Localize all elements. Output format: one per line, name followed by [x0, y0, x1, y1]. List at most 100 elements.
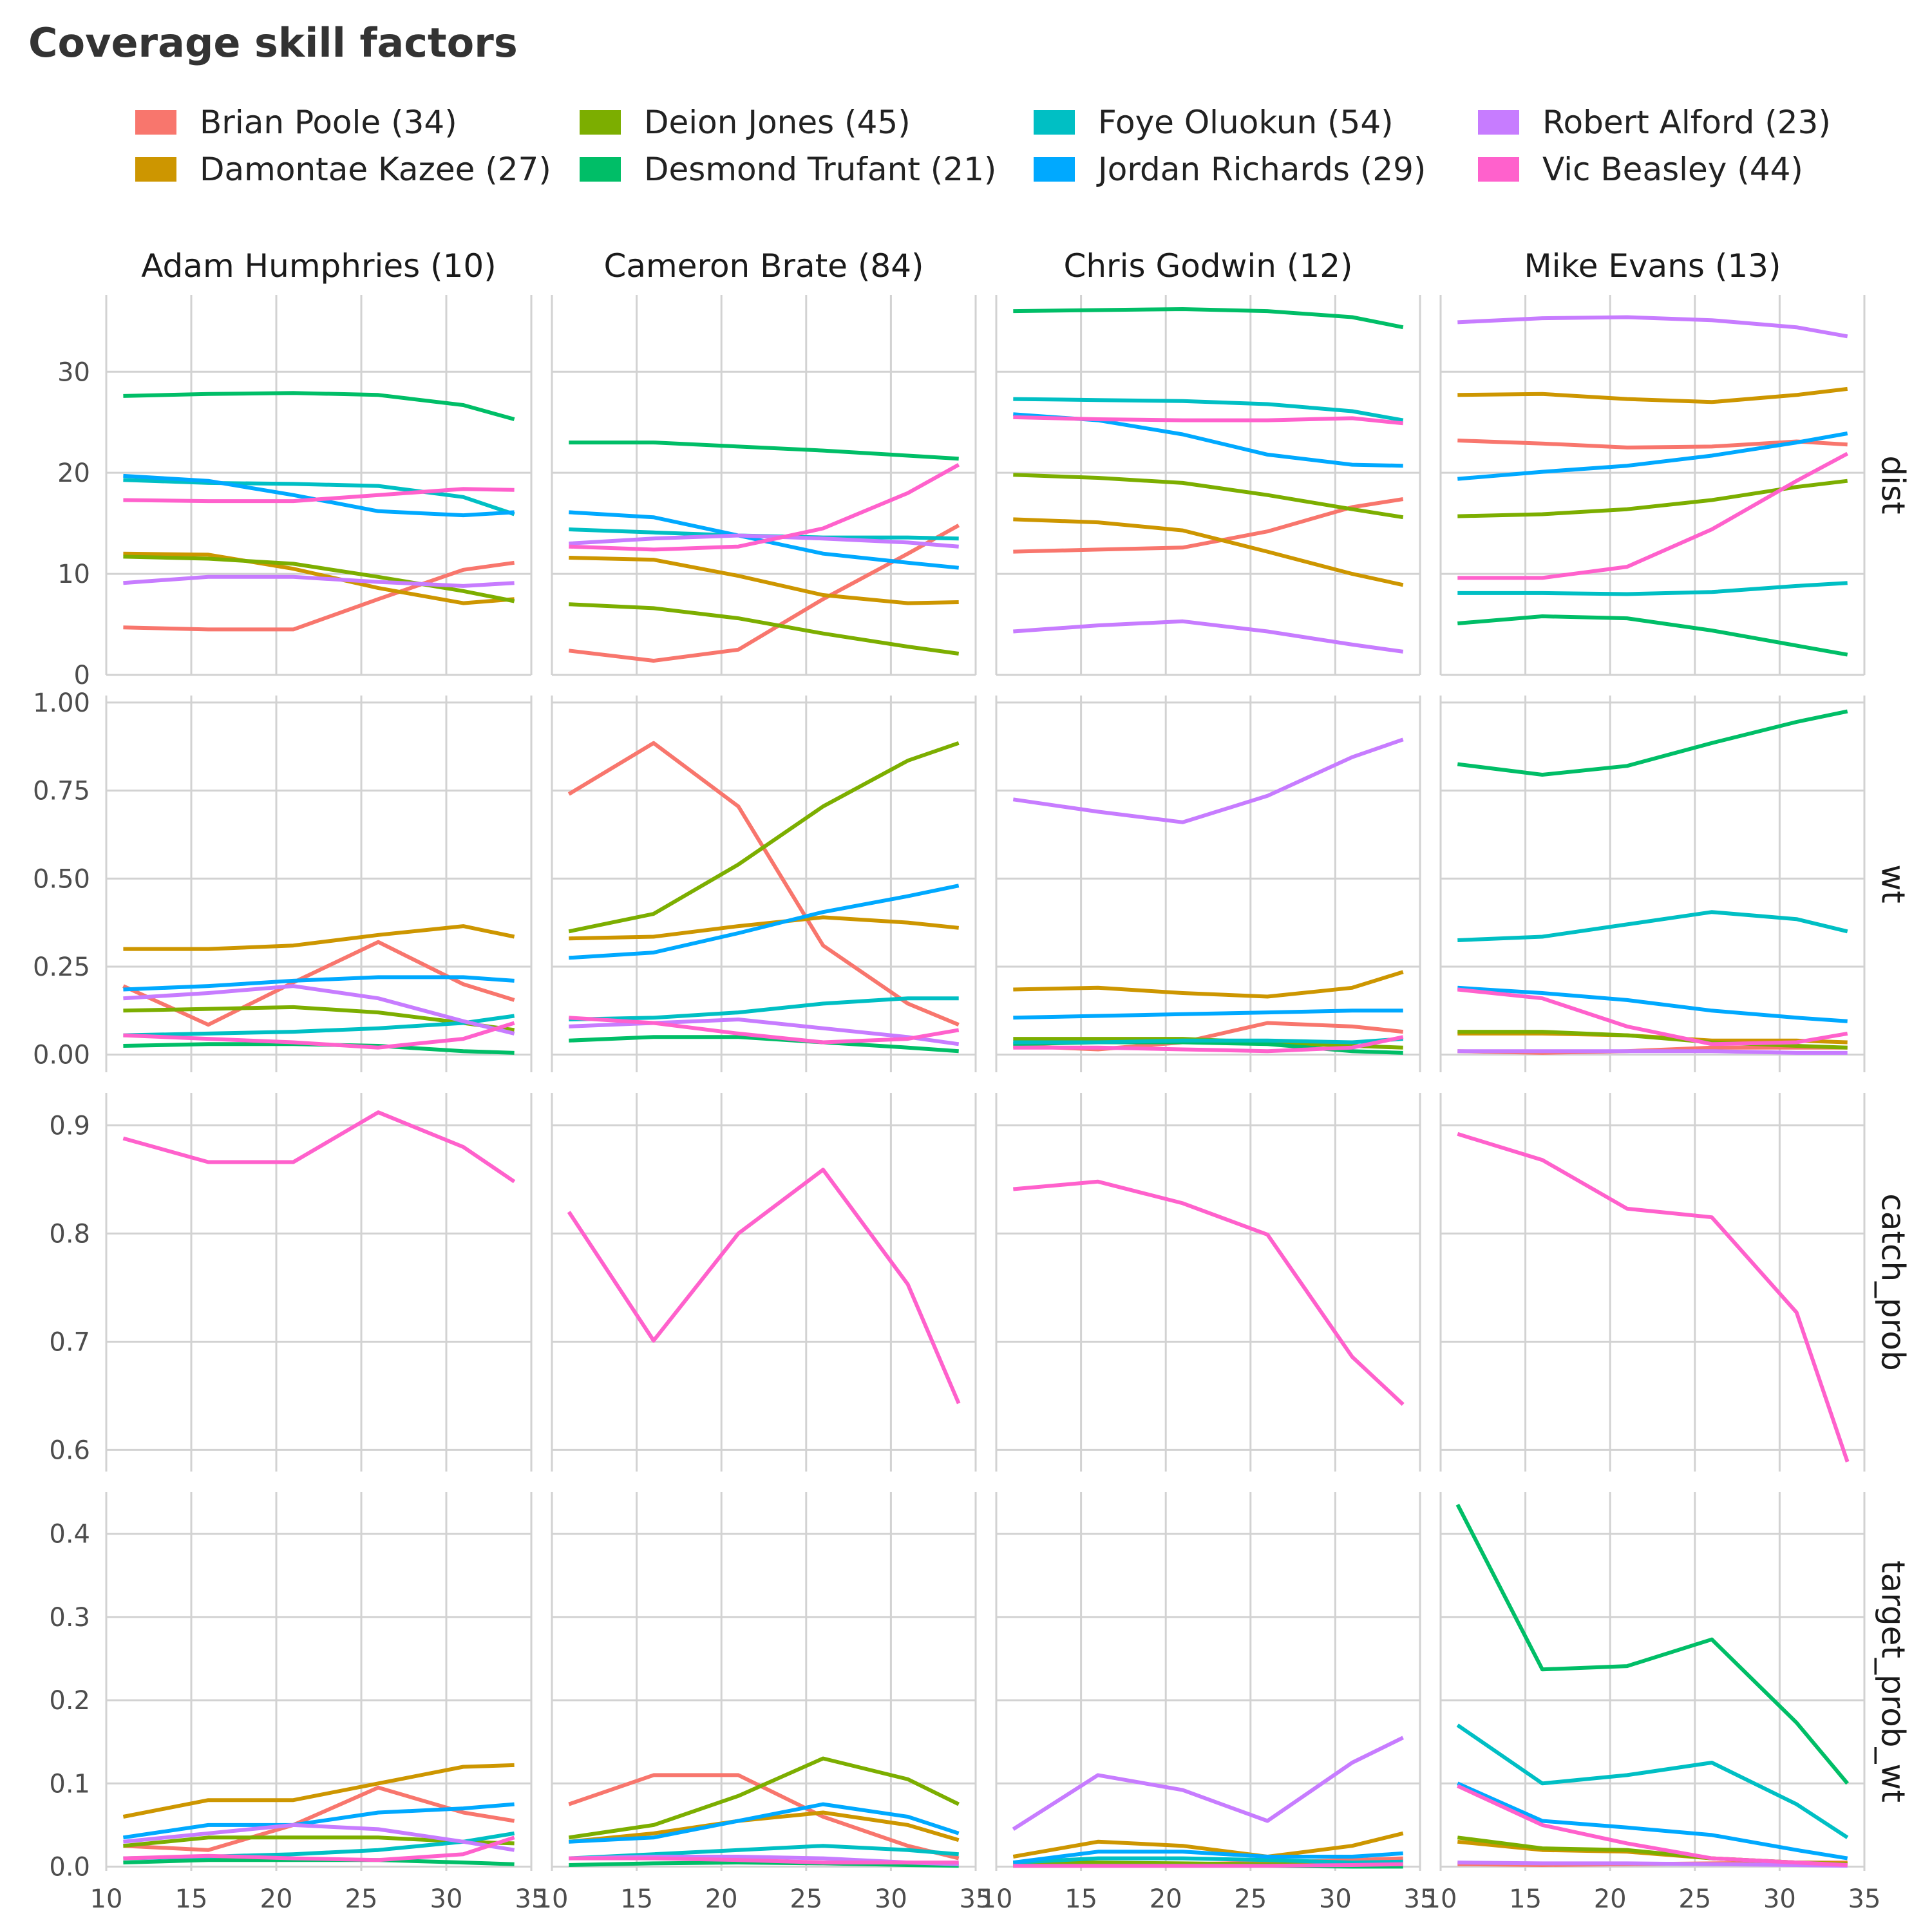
legend-swatch [1478, 110, 1519, 135]
panel-catch-prob-chris-godwin-12 [995, 1093, 1421, 1472]
legend-label: Vic Beasley (44) [1542, 151, 1803, 188]
y-tick-label: 0.1 [49, 1769, 90, 1799]
panel-target-prob-wt-mike-evans-13 [1439, 1492, 1866, 1871]
x-tick-label: 10 [90, 1884, 123, 1914]
series-line-foye-oluokun-54 [569, 996, 959, 1021]
x-tick-label: 35 [960, 1884, 992, 1914]
legend-swatch [580, 110, 621, 135]
series-line-robert-alford-23 [123, 1823, 515, 1852]
legend-label: Desmond Trufant (21) [644, 151, 996, 188]
x-tick-label: 25 [1678, 1884, 1711, 1914]
legend-label: Brian Poole (34) [200, 104, 457, 141]
y-tick-label: 0.8 [49, 1219, 90, 1249]
y-tick-label: 0 [74, 661, 90, 690]
x-tick-label: 15 [1065, 1884, 1097, 1914]
legend-swatch [135, 110, 176, 135]
series-line-vic-beasley-44 [123, 1835, 515, 1862]
series-line-desmond-trufant-21 [123, 391, 515, 421]
y-tick-label: 0.00 [33, 1041, 90, 1070]
series-line-brian-poole-34 [123, 560, 515, 632]
legend-label: Deion Jones (45) [644, 104, 911, 141]
panel-wt-cameron-brate-84 [551, 696, 977, 1072]
y-tick-label: 0.75 [33, 777, 90, 806]
column-strip-adam-humphries-10: Adam Humphries (10) [141, 247, 497, 285]
panel-wt-chris-godwin-12 [995, 696, 1421, 1072]
series-line-vic-beasley-44 [569, 462, 960, 552]
series-line-vic-beasley-44 [569, 1016, 960, 1045]
series-line-vic-beasley-44 [1457, 451, 1849, 580]
series-line-damontae-kazee-27 [123, 924, 515, 951]
series-line-foye-oluokun-54 [1456, 1723, 1849, 1839]
series-line-robert-alford-23 [1012, 737, 1404, 824]
series-line-vic-beasley-44 [1013, 1179, 1405, 1406]
series-line-vic-beasley-44 [1013, 1862, 1403, 1868]
x-tick-label: 10 [536, 1884, 569, 1914]
row-strip-catch-prob: catch_prob [1875, 1193, 1912, 1370]
series-line-foye-oluokun-54 [569, 1844, 959, 1861]
panel-catch-prob-mike-evans-13 [1439, 1093, 1866, 1472]
x-tick-label: 25 [345, 1884, 378, 1914]
series-line-damontae-kazee-27 [1012, 1831, 1404, 1859]
facet-column-strips: Adam Humphries (10) Cameron Brate (84) Chr… [141, 247, 1781, 285]
series-line-vic-beasley-44 [1457, 1784, 1848, 1867]
series-line-deion-jones-45 [123, 554, 515, 603]
y-tick-label: 20 [57, 459, 90, 488]
facet-panels [105, 295, 1866, 1871]
y-tick-label: 1.00 [33, 688, 90, 718]
x-tick-label: 30 [1763, 1884, 1796, 1914]
y-tick-label: 30 [57, 357, 90, 387]
series-line-vic-beasley-44 [1013, 1035, 1404, 1054]
series-line-jordan-richards-29 [1013, 1009, 1403, 1020]
legend-item-damontae-kazee-27: Damontae Kazee (27) [135, 151, 551, 188]
x-tick-label: 35 [1404, 1884, 1437, 1914]
panel-dist-adam-humphries-10 [105, 295, 533, 676]
series-line-foye-oluokun-54 [1457, 910, 1848, 942]
series-line-vic-beasley-44 [122, 1110, 516, 1184]
legend-label: Robert Alford (23) [1542, 104, 1831, 141]
series-line-vic-beasley-44 [1457, 1132, 1850, 1463]
series-line-jordan-richards-29 [1457, 431, 1848, 481]
series-line-jordan-richards-29 [569, 510, 959, 570]
series-line-vic-beasley-44 [1013, 415, 1403, 426]
series-line-brian-poole-34 [567, 741, 960, 1027]
y-tick-label: 0.6 [49, 1435, 90, 1465]
x-tick-label: 10 [1425, 1884, 1457, 1914]
panel-catch-prob-adam-humphries-10 [105, 1093, 533, 1472]
x-tick-label: 30 [430, 1884, 463, 1914]
series-line-jordan-richards-29 [123, 473, 515, 518]
series-line-desmond-trufant-21 [569, 440, 959, 461]
series-line-jordan-richards-29 [1012, 1850, 1403, 1865]
y-tick-label: 0.9 [49, 1111, 90, 1141]
series-line-deion-jones-45 [568, 741, 960, 934]
y-tick-label: 0.4 [49, 1520, 90, 1549]
y-tick-label: 0.3 [49, 1603, 90, 1633]
legend-swatch [1478, 157, 1519, 182]
x-tick-label: 20 [1594, 1884, 1627, 1914]
series-line-damontae-kazee-27 [569, 556, 959, 605]
series-line-robert-alford-23 [1457, 1861, 1848, 1868]
x-tick-label: 25 [790, 1884, 822, 1914]
legend-label: Foye Oluokun (54) [1098, 104, 1394, 141]
series-line-robert-alford-23 [1457, 315, 1848, 339]
y-tick-label: 0.50 [33, 864, 90, 894]
series-line-robert-alford-23 [1457, 1049, 1848, 1055]
series-line-vic-beasley-44 [569, 1856, 959, 1865]
series-line-foye-oluokun-54 [123, 478, 515, 516]
panel-target-prob-wt-chris-godwin-12 [995, 1492, 1421, 1871]
series-line-damontae-kazee-27 [1013, 970, 1404, 999]
column-strip-mike-evans-13: Mike Evans (13) [1524, 247, 1781, 285]
legend-item-jordan-richards-29: Jordan Richards (29) [1034, 151, 1426, 188]
series-line-deion-jones-45 [569, 602, 960, 656]
series-line-jordan-richards-29 [569, 884, 960, 960]
panel-dist-chris-godwin-12 [995, 295, 1421, 676]
series-line-deion-jones-45 [1457, 478, 1848, 518]
y-axes: 0 10 20 30 0.00 0.25 0.50 0.75 1.00 0.6 0.7 0.8 0.9 0… [33, 357, 90, 1882]
series-line-deion-jones-45 [1457, 1030, 1848, 1050]
panel-target-prob-wt-cameron-brate-84 [551, 1492, 977, 1871]
y-tick-label: 0.0 [49, 1853, 90, 1882]
legend-label: Jordan Richards (29) [1096, 151, 1426, 188]
row-strip-wt: wt [1875, 864, 1912, 904]
y-tick-label: 0.2 [49, 1686, 90, 1716]
column-strip-chris-godwin-12: Chris Godwin (12) [1063, 247, 1352, 285]
